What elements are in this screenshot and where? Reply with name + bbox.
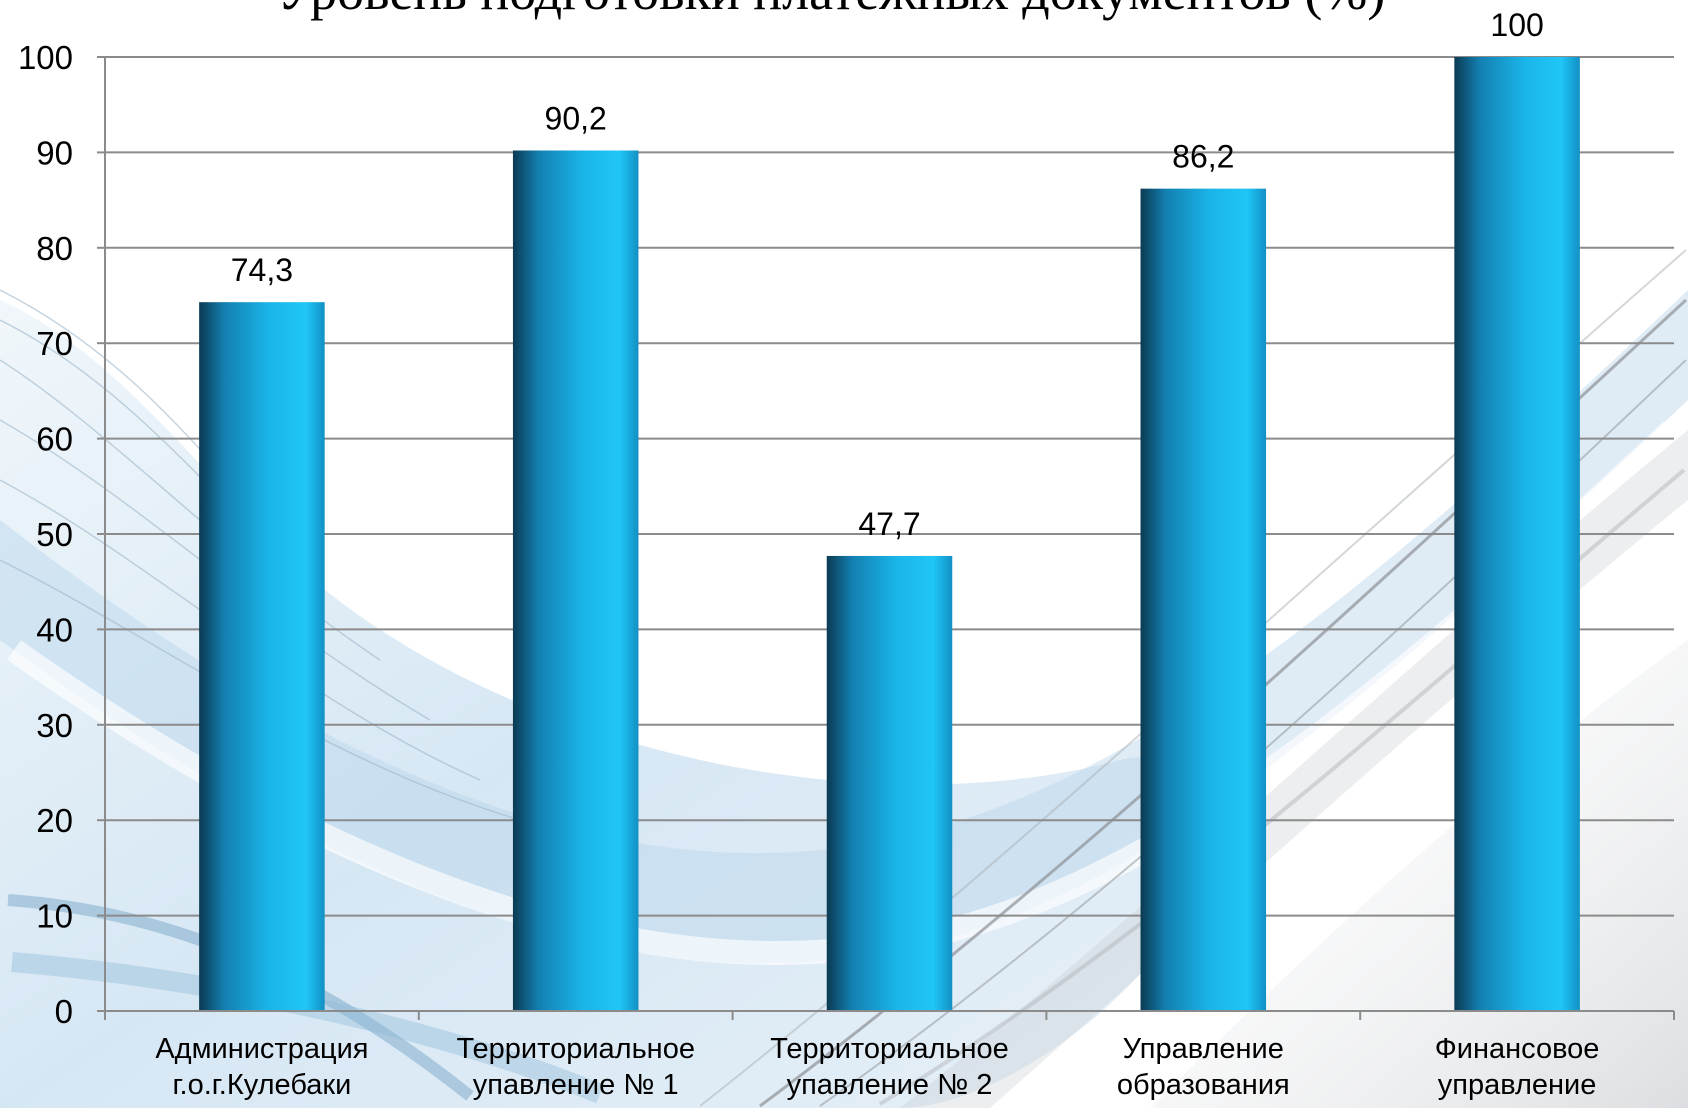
chart-title: Уровень подготовки платежных документов … <box>181 0 1481 21</box>
bar-value-label: 90,2 <box>545 100 607 136</box>
y-tick-label: 90 <box>36 134 73 171</box>
axes: 0 10 20 30 40 50 60 70 80 90 100 <box>18 39 1675 1030</box>
bar <box>1454 57 1580 1011</box>
y-tick-label: 10 <box>36 898 73 935</box>
bar-value-label: 74,3 <box>231 252 293 288</box>
bar <box>199 302 325 1012</box>
bars <box>199 57 1580 1012</box>
y-tick-label: 80 <box>36 230 73 267</box>
bar <box>512 150 639 1011</box>
bar-value-label: 47,7 <box>858 506 920 542</box>
y-tick-label: 100 <box>18 39 73 76</box>
y-tick-label: 30 <box>36 707 73 744</box>
bar <box>1140 188 1267 1012</box>
y-tick-label: 50 <box>36 516 73 553</box>
y-tick-label: 20 <box>36 802 73 839</box>
bar-value-label: 86,2 <box>1172 139 1234 175</box>
y-tick-label: 40 <box>36 611 73 648</box>
y-tick-label: 0 <box>55 993 73 1030</box>
background-wave <box>11 952 604 1104</box>
bar-value-label: 100 <box>1490 7 1543 43</box>
y-tick-label: 60 <box>36 421 73 458</box>
background-wave <box>0 290 1688 964</box>
bar <box>826 555 953 1011</box>
y-tick-label: 70 <box>36 325 73 362</box>
bar-value-labels: 74,3 90,2 47,7 86,2 100 <box>231 7 1544 542</box>
